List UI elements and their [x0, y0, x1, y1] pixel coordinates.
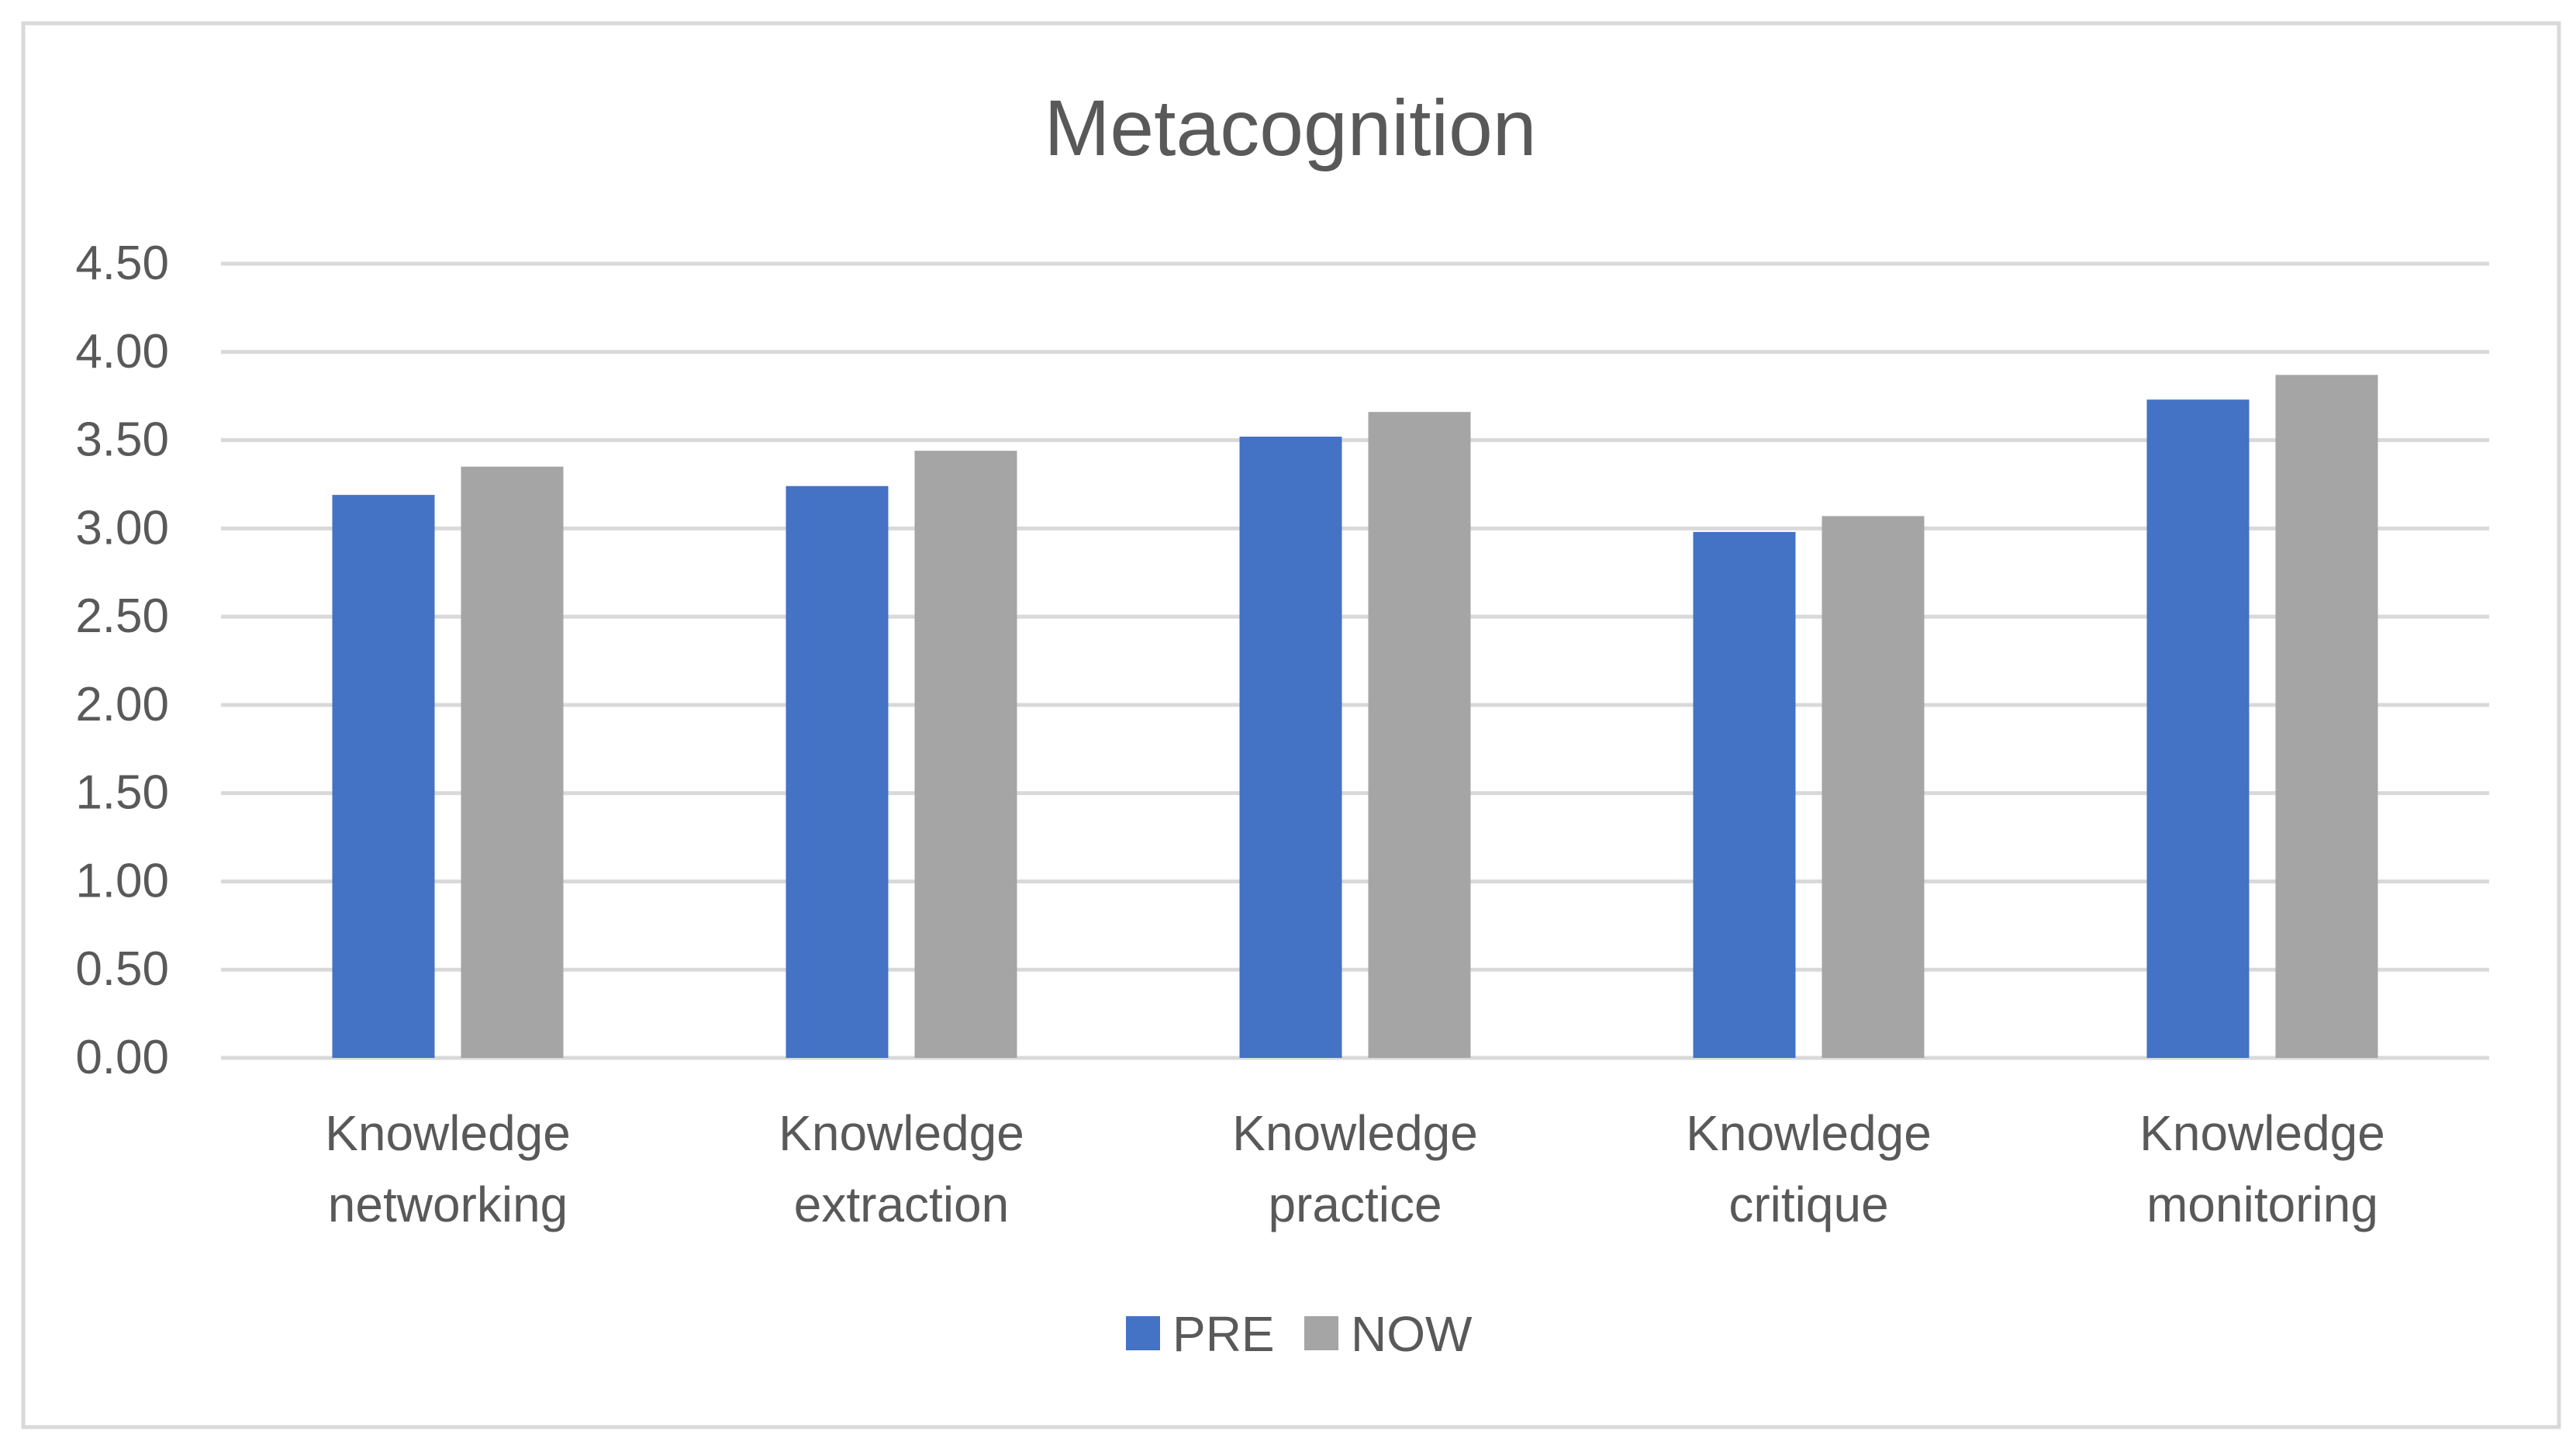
legend-swatch-pre: [1126, 1316, 1160, 1350]
bar-pre-3: [1693, 531, 1796, 1058]
legend: PRE NOW: [1126, 1306, 1473, 1362]
gridlines: [221, 261, 2489, 1060]
x-tick-label: Knowledge: [325, 1105, 571, 1161]
x-tick-label: Knowledge: [1232, 1105, 1478, 1161]
bar-now-0: [461, 466, 564, 1058]
y-tick-label: 2.00: [75, 678, 169, 731]
x-tick-label: practice: [1268, 1177, 1442, 1232]
bar-pre-2: [1239, 437, 1342, 1058]
y-tick-label: 4.00: [75, 325, 169, 378]
y-tick-label: 0.00: [75, 1031, 169, 1084]
x-axis-tick-labels: Knowledge networking Knowledge extraction Kn…: [325, 1105, 2385, 1232]
x-tick-label: monitoring: [2146, 1177, 2378, 1232]
y-tick-label: 2.50: [75, 589, 169, 643]
x-tick-label: Knowledge: [1686, 1105, 1932, 1161]
bar-now-1: [914, 451, 1017, 1058]
y-tick-label: 1.00: [75, 854, 169, 907]
y-axis-tick-labels: 0.00 0.50 1.00 1.50 2.00 2.50 3.00 3.50 4.00 4.50: [75, 237, 169, 1084]
bar-pre-4: [2146, 399, 2250, 1058]
x-tick-label: Knowledge: [779, 1105, 1024, 1161]
legend-label-pre: PRE: [1172, 1306, 1275, 1362]
bar-pre-0: [332, 495, 435, 1058]
bar-now-4: [2275, 375, 2378, 1058]
legend-label-now: NOW: [1351, 1306, 1473, 1362]
x-tick-label: critique: [1728, 1177, 1888, 1232]
y-tick-label: 1.50: [75, 766, 169, 820]
y-tick-label: 4.50: [75, 237, 169, 290]
x-tick-label: extraction: [794, 1177, 1009, 1232]
chart-title: Metacognition: [1044, 84, 1536, 172]
bar-now-2: [1368, 412, 1471, 1058]
bars: [332, 375, 2378, 1058]
y-tick-label: 3.50: [75, 413, 169, 467]
x-tick-label: Knowledge: [2139, 1105, 2385, 1161]
bar-now-3: [1822, 516, 1925, 1058]
y-tick-label: 3.00: [75, 501, 169, 555]
x-tick-label: networking: [328, 1177, 568, 1232]
bar-pre-1: [786, 486, 889, 1058]
y-tick-label: 0.50: [75, 942, 169, 996]
legend-swatch-now: [1304, 1316, 1338, 1350]
